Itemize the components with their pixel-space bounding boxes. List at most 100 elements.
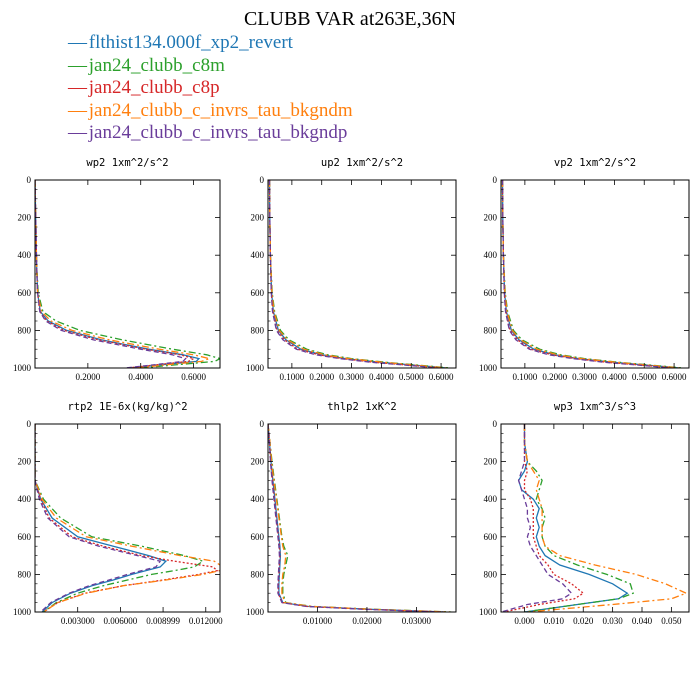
ytick-label-4-0: 0: [260, 419, 265, 429]
ytick-label-2-4: 800: [484, 325, 498, 335]
xtick-label-4-0: 0.01000: [303, 616, 333, 626]
legend-dash-4: —: [68, 122, 87, 143]
legend-label-2: jan24_clubb_c8p: [88, 77, 220, 98]
ytick-label-4-1: 200: [251, 457, 265, 467]
ytick-label-3-2: 400: [18, 494, 32, 504]
panel-title-1: up2 1xm^2/s^2: [321, 157, 403, 169]
series-line-4-2: [268, 424, 444, 612]
ytick-label-2-1: 200: [484, 213, 498, 223]
series-line-0-2: [35, 180, 196, 368]
series-line-1-3: [268, 180, 448, 368]
xtick-label-3-2: 0.008999: [146, 616, 180, 626]
legend-entry-1: — jan24_clubb_c8m: [68, 55, 353, 78]
xtick-label-5-0: 0.000: [514, 616, 535, 626]
panel-title-2: vp2 1xm^2/s^2: [554, 157, 636, 169]
ytick-label-3-1: 200: [18, 457, 32, 467]
xtick-label-0-1: 0.4000: [128, 372, 153, 382]
ytick-label-4-4: 800: [251, 569, 265, 579]
ytick-label-4-3: 600: [251, 532, 265, 542]
xtick-label-5-5: 0.050: [661, 616, 682, 626]
xtick-label-1-5: 0.6000: [429, 372, 454, 382]
xtick-label-2-4: 0.5000: [632, 372, 657, 382]
panel-frame-5: [500, 423, 690, 613]
panel-0: wp2 1xm^2/s^2 0 200 400 600 800 1000 0.2000 0.40…: [13, 157, 221, 382]
series-line-1-4: [268, 180, 439, 368]
xtick-label-1-3: 0.4000: [369, 372, 394, 382]
series-line-1-0: [268, 180, 448, 368]
panel-4: thlp2 1xK^2 0 200 400 600 800 1000 0.01000 0.020…: [246, 401, 457, 626]
xtick-label-5-1: 0.010: [544, 616, 565, 626]
ytick-label-2-2: 400: [484, 250, 498, 260]
series-line-3-2: [35, 424, 219, 612]
ytick-label-1-4: 800: [251, 325, 265, 335]
series-line-4-1: [268, 424, 452, 612]
panel-5: wp3 1xm^3/s^3 0 200 400 600 800 1000 0.000 0.010…: [479, 401, 690, 626]
xtick-label-0-2: 0.6000: [181, 372, 206, 382]
xtick-label-4-2: 0.03000: [402, 616, 432, 626]
ytick-label-5-4: 800: [484, 569, 498, 579]
xtick-label-0-0: 0.2000: [75, 372, 100, 382]
xtick-label-5-2: 0.020: [573, 616, 594, 626]
series-line-1-2: [268, 180, 442, 368]
xtick-label-5-4: 0.040: [632, 616, 653, 626]
panel-3: rtp2 1E-6x(kg/kg)^2 0 200 400 600 800 1000 0.00…: [13, 401, 223, 626]
series-line-5-0: [517, 424, 629, 612]
legend-entry-4: — jan24_clubb_c_invrs_tau_bkgndp: [68, 122, 353, 145]
panel-frame-4: [267, 423, 457, 613]
ytick-label-0-5: 1000: [13, 363, 32, 373]
ytick-label-1-2: 400: [251, 250, 265, 260]
ytick-label-5-1: 200: [484, 457, 498, 467]
panel-frame-1: [267, 179, 457, 369]
legend-dash-2: —: [68, 77, 87, 98]
panel-title-3: rtp2 1E-6x(kg/kg)^2: [67, 401, 187, 413]
xtick-label-2-1: 0.2000: [542, 372, 567, 382]
series-line-5-4: [501, 424, 573, 612]
xtick-label-2-0: 0.1000: [512, 372, 537, 382]
xtick-label-5-3: 0.030: [603, 616, 624, 626]
xtick-label-1-2: 0.3000: [339, 372, 364, 382]
panel-frame-0: [34, 179, 221, 369]
ytick-label-3-3: 600: [18, 532, 32, 542]
ytick-label-4-2: 400: [251, 494, 265, 504]
series-line-2-3: [501, 180, 681, 368]
ytick-label-3-0: 0: [27, 419, 32, 429]
ytick-label-4-5: 1000: [246, 607, 265, 617]
ytick-label-0-2: 400: [18, 250, 32, 260]
series-line-0-3: [35, 180, 212, 368]
xtick-label-3-1: 0.006000: [104, 616, 138, 626]
ytick-label-5-2: 400: [484, 494, 498, 504]
ytick-label-3-4: 800: [18, 569, 32, 579]
legend-entry-2: — jan24_clubb_c8p: [68, 77, 353, 100]
legend-dash-1: —: [68, 54, 87, 76]
ytick-label-0-3: 600: [18, 288, 32, 298]
xtick-label-2-3: 0.4000: [602, 372, 627, 382]
xtick-label-2-5: 0.6000: [662, 372, 687, 382]
xtick-label-3-0: 0.003000: [61, 616, 95, 626]
legend-label-3: jan24_clubb_c_invrs_tau_bkgndm: [88, 99, 353, 121]
legend-label-4: jan24_clubb_c_invrs_tau_bkgndp: [88, 122, 348, 143]
legend: — flthist134.000f_xp2_revert — jan24_clu…: [68, 32, 353, 145]
series-line-0-0: [35, 180, 201, 368]
legend-dash-3: —: [68, 99, 87, 121]
panel-2: vp2 1xm^2/s^2 0 200 400 600 800 1000 0.1000 0.20…: [479, 157, 690, 382]
xtick-label-4-1: 0.02000: [352, 616, 382, 626]
series-line-3-3: [35, 424, 220, 612]
series-line-4-0: [268, 424, 447, 612]
series-line-1-1: [268, 180, 451, 368]
ytick-label-0-1: 200: [18, 213, 32, 223]
series-line-5-3: [523, 424, 688, 612]
series-line-3-0: [35, 424, 168, 612]
ytick-label-5-3: 600: [484, 532, 498, 542]
panel-1: up2 1xm^2/s^2 0 200 400 600 800 1000 0.1000 0.20…: [246, 157, 457, 382]
series-line-2-2: [501, 180, 675, 368]
series-line-3-1: [35, 424, 205, 612]
xtick-label-1-4: 0.5000: [399, 372, 424, 382]
series-line-2-0: [501, 180, 681, 368]
legend-label-0: flthist134.000f_xp2_revert: [88, 32, 293, 53]
xtick-label-2-2: 0.3000: [572, 372, 597, 382]
ytick-label-0-4: 800: [18, 325, 32, 335]
panel-frame-3: [34, 423, 221, 613]
series-line-4-3: [268, 424, 451, 612]
